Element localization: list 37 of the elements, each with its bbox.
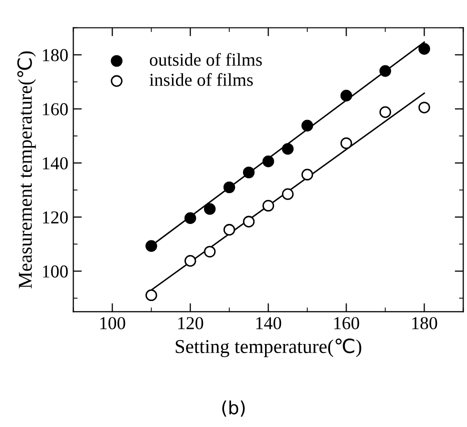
point (379, 106, 392, 118)
point (145, 289, 158, 302)
y-tick-label: 180 (42, 49, 68, 62)
point (204, 203, 216, 215)
point (184, 255, 196, 267)
point (340, 137, 352, 150)
point (340, 90, 352, 102)
y-tick-label: 120 (42, 211, 68, 224)
x-axis-title: Setting temperature(℃) (176, 338, 362, 358)
text: (b) (222, 400, 245, 417)
point (379, 65, 392, 77)
x-tick-label: 140 (256, 317, 282, 330)
point (282, 143, 294, 155)
y-tick-label: 100 (42, 265, 68, 278)
legend-label: outside of films (150, 52, 262, 66)
x-tick-label: 160 (334, 317, 360, 330)
point (223, 224, 236, 236)
legend-label: inside of films (150, 73, 253, 86)
point (418, 102, 430, 114)
y-tick-label: 160 (42, 103, 68, 116)
x-tick-label: 180 (412, 317, 438, 330)
point (242, 216, 255, 228)
point (223, 181, 236, 194)
point (145, 240, 158, 252)
point (301, 168, 314, 180)
x-tick-label: 100 (100, 317, 126, 330)
point (262, 156, 274, 168)
point (242, 166, 255, 178)
point (418, 43, 430, 55)
x-tick-label: 120 (178, 317, 204, 330)
y-axis-title: Measurement temperature(℃) (17, 51, 36, 288)
point (301, 120, 314, 132)
point (204, 246, 216, 258)
point (184, 212, 196, 224)
point (262, 200, 274, 212)
point (282, 188, 294, 200)
y-tick-label: 140 (42, 157, 68, 170)
